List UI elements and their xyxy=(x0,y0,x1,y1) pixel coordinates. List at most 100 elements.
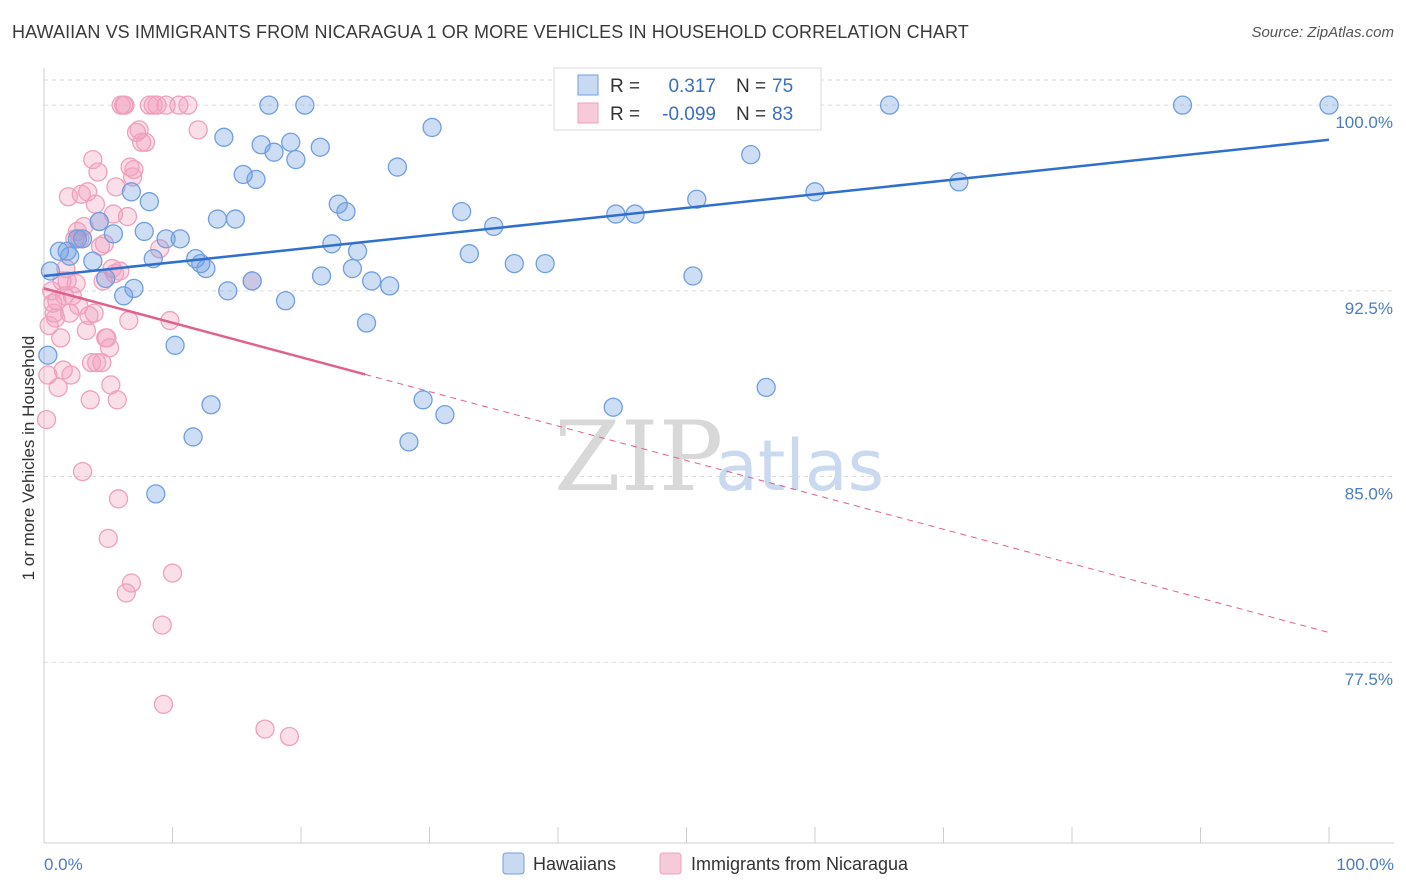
data-point xyxy=(356,313,377,333)
data-point xyxy=(156,229,176,249)
data-point xyxy=(107,390,127,410)
data-point xyxy=(336,201,356,222)
data-point xyxy=(1172,95,1193,115)
data-point xyxy=(134,221,154,242)
data-point xyxy=(114,286,134,306)
data-point xyxy=(264,142,284,162)
data-point xyxy=(805,182,825,202)
data-point xyxy=(139,192,160,212)
data-point xyxy=(116,583,136,603)
data-point xyxy=(255,719,275,739)
data-point xyxy=(286,149,306,170)
x-ticks xyxy=(43,827,1330,843)
data-point xyxy=(121,182,142,202)
data-point xyxy=(92,352,112,373)
data-point xyxy=(380,276,400,296)
data-point xyxy=(108,489,129,509)
data-point xyxy=(152,615,172,635)
data-point xyxy=(72,461,93,482)
data-point xyxy=(347,241,368,261)
data-point xyxy=(61,365,81,385)
data-point xyxy=(165,335,185,355)
data-point xyxy=(76,320,97,341)
data-point xyxy=(275,291,296,311)
watermark-atlas: atlas xyxy=(715,425,884,507)
series-nicaragua-points xyxy=(36,95,300,747)
data-point xyxy=(218,281,238,301)
legend-hawaiians-swatch xyxy=(502,852,525,875)
data-point xyxy=(88,162,108,182)
legend-hawaiians-label: Hawaiians xyxy=(533,854,616,874)
correlation-legend: R = 0.317 N = 75 R = -0.099 N = 83 xyxy=(553,67,822,131)
y-axis-title: 1 or more Vehicles in Household xyxy=(19,336,38,581)
trend-lines xyxy=(43,138,1330,634)
watermark-zip: ZIP xyxy=(554,401,723,513)
data-point xyxy=(60,246,80,266)
data-point xyxy=(362,271,382,291)
data-point xyxy=(207,209,228,229)
data-point xyxy=(38,345,58,365)
data-point xyxy=(387,157,408,177)
legend-n-label-2: N = xyxy=(736,104,766,125)
data-point xyxy=(67,229,88,249)
data-point xyxy=(36,409,57,430)
data-point xyxy=(170,229,190,249)
data-point xyxy=(741,145,761,165)
legend-swatch-pink xyxy=(577,102,599,124)
x-tick-label-min: 0.0% xyxy=(44,855,83,874)
data-point xyxy=(39,315,59,336)
data-point xyxy=(451,201,472,222)
data-point xyxy=(51,328,71,348)
trend-line-nicaragua-extension xyxy=(365,373,1330,634)
data-point xyxy=(79,305,99,326)
data-point xyxy=(435,404,455,425)
data-point xyxy=(124,159,144,180)
data-point xyxy=(1319,95,1339,115)
data-point xyxy=(342,258,363,279)
data-point xyxy=(413,390,433,410)
data-point xyxy=(117,206,138,227)
series-legend: Hawaiians Immigrants from Nicaragua xyxy=(502,852,909,875)
data-point xyxy=(98,528,118,549)
data-point xyxy=(196,258,216,279)
data-point xyxy=(504,253,524,274)
data-point xyxy=(87,352,107,373)
data-point xyxy=(96,268,116,289)
data-point xyxy=(225,209,246,229)
y-tick-labels: 100.0% 92.5% 85.0% 77.5% xyxy=(1335,113,1393,689)
y-tick-label: 77.5% xyxy=(1345,670,1393,689)
data-point xyxy=(328,194,348,214)
data-point xyxy=(99,338,120,358)
data-point xyxy=(121,573,142,593)
y-tick-label: 100.0% xyxy=(1335,113,1393,132)
data-point xyxy=(295,95,315,115)
data-point xyxy=(178,95,198,115)
x-tick-label-max: 100.0% xyxy=(1336,855,1394,874)
data-point xyxy=(106,177,126,197)
legend-r-label-1: R = xyxy=(610,76,640,97)
series-hawaiians-points xyxy=(38,95,1339,504)
data-point xyxy=(949,172,969,192)
data-point xyxy=(459,244,479,264)
data-point xyxy=(201,395,221,415)
data-point xyxy=(40,261,61,281)
data-point xyxy=(535,253,555,274)
data-point xyxy=(83,149,103,170)
data-point xyxy=(72,229,93,249)
legend-r-label-2: R = xyxy=(610,104,640,125)
source-label: Source: ZipAtlas.com xyxy=(1251,24,1394,41)
data-point xyxy=(80,390,100,410)
data-point xyxy=(85,194,106,214)
data-point xyxy=(259,95,279,115)
data-point xyxy=(311,266,332,286)
data-point xyxy=(66,273,86,294)
data-point xyxy=(162,563,183,583)
data-point xyxy=(119,310,139,331)
data-point xyxy=(687,189,707,209)
chart-title: HAWAIIAN VS IMMIGRANTS FROM NICARAGUA 1 … xyxy=(12,22,969,42)
data-point xyxy=(183,427,203,447)
data-point xyxy=(279,726,300,747)
data-point xyxy=(399,432,419,452)
legend-r-value-1: 0.317 xyxy=(668,76,716,97)
data-point xyxy=(422,117,442,138)
